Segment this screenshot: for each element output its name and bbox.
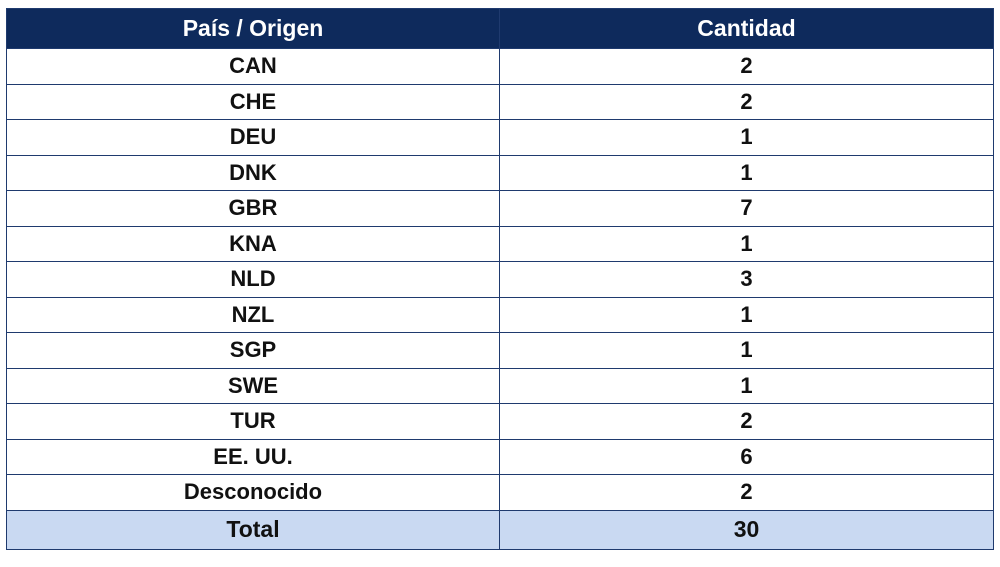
table-row: CHE 2: [6, 83, 994, 120]
count-cell: 1: [499, 119, 994, 156]
count-cell: 7: [499, 190, 994, 227]
country-cell: GBR: [6, 190, 500, 227]
country-cell: SWE: [6, 367, 500, 404]
country-count-table: País / Origen Cantidad CAN 2 CHE 2 DEU 1…: [6, 8, 994, 550]
count-cell: 1: [499, 296, 994, 333]
table-row: SGP 1: [6, 332, 994, 369]
table-row: SWE 1: [6, 367, 994, 404]
table-body: CAN 2 CHE 2 DEU 1 DNK 1 GBR 7 KNA 1 NLD …: [6, 48, 994, 511]
total-count: 30: [499, 509, 994, 550]
count-cell: 2: [499, 83, 994, 120]
count-cell: 6: [499, 438, 994, 475]
count-cell: 3: [499, 261, 994, 298]
total-label: Total: [6, 509, 500, 550]
table-row: DEU 1: [6, 119, 994, 156]
count-cell: 1: [499, 332, 994, 369]
count-cell: 1: [499, 367, 994, 404]
table-row: GBR 7: [6, 190, 994, 227]
table-row: NZL 1: [6, 296, 994, 333]
table-row: DNK 1: [6, 154, 994, 191]
country-cell: KNA: [6, 225, 500, 262]
count-cell: 1: [499, 154, 994, 191]
table-row: EE. UU. 6: [6, 438, 994, 475]
country-cell: NZL: [6, 296, 500, 333]
table-row: KNA 1: [6, 225, 994, 262]
table-footer: Total 30: [6, 509, 994, 550]
count-cell: 1: [499, 225, 994, 262]
header-row: País / Origen Cantidad: [6, 8, 994, 49]
total-row: Total 30: [6, 509, 994, 550]
table-row: CAN 2: [6, 48, 994, 85]
country-cell: DEU: [6, 119, 500, 156]
country-cell: Desconocido: [6, 474, 500, 511]
table-header: País / Origen Cantidad: [6, 8, 994, 49]
table-row: TUR 2: [6, 403, 994, 440]
table-row: Desconocido 2: [6, 474, 994, 511]
count-cell: 2: [499, 403, 994, 440]
count-cell: 2: [499, 48, 994, 85]
country-cell: CHE: [6, 83, 500, 120]
country-cell: TUR: [6, 403, 500, 440]
country-cell: NLD: [6, 261, 500, 298]
country-cell: DNK: [6, 154, 500, 191]
table-row: NLD 3: [6, 261, 994, 298]
country-cell: SGP: [6, 332, 500, 369]
country-cell: CAN: [6, 48, 500, 85]
country-cell: EE. UU.: [6, 438, 500, 475]
count-cell: 2: [499, 474, 994, 511]
header-count: Cantidad: [499, 8, 994, 49]
header-country: País / Origen: [6, 8, 500, 49]
